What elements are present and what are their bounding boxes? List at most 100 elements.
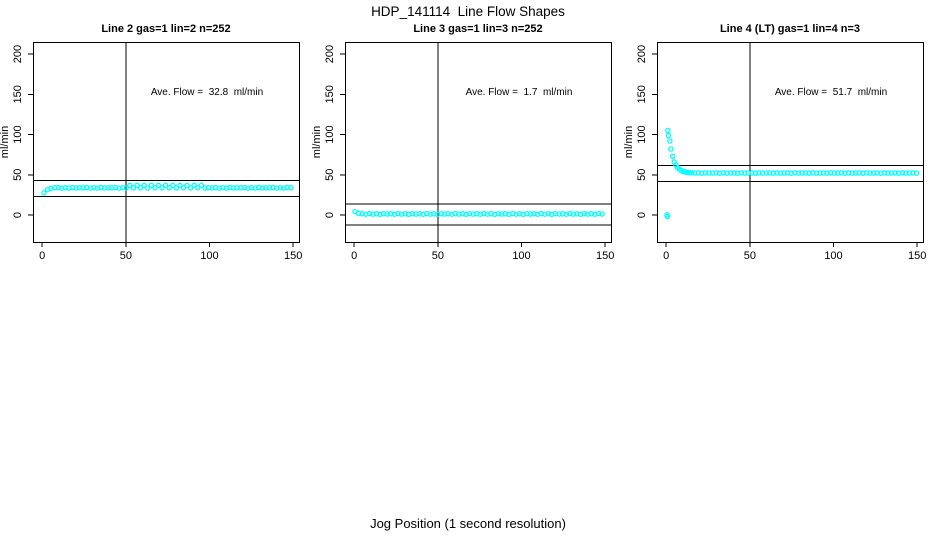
data-point <box>162 182 169 189</box>
plot-box <box>345 42 612 243</box>
data-point <box>180 185 187 191</box>
data-point <box>867 170 873 176</box>
y-axis-label: ml/min <box>311 126 323 158</box>
data-point <box>599 211 605 217</box>
data-point <box>152 185 158 191</box>
y-tick-label: 200 <box>324 45 336 63</box>
data-point <box>62 184 69 191</box>
x-tick-label: 150 <box>284 250 302 262</box>
data-point <box>141 182 147 189</box>
data-point <box>688 169 695 176</box>
data-point <box>198 182 205 189</box>
x-tick-label: 0 <box>351 250 357 262</box>
data-point <box>173 185 180 191</box>
data-point <box>166 185 172 191</box>
data-point <box>724 170 730 176</box>
x-tick-label: 100 <box>200 250 218 262</box>
data-point <box>116 185 122 191</box>
data-point <box>41 190 47 196</box>
y-tick-label: 150 <box>12 85 24 103</box>
data-point <box>159 185 165 191</box>
data-point <box>664 213 671 220</box>
data-point <box>191 182 197 189</box>
data-point <box>130 185 137 191</box>
data-point <box>259 185 266 191</box>
data-point <box>795 170 802 176</box>
y-tick-label: 50 <box>324 169 336 181</box>
panel-1-ave-flow-annotation: Ave. Flow = 32.8 ml/min <box>150 87 264 98</box>
data-point <box>288 185 294 191</box>
y-tick-label: 200 <box>636 45 648 63</box>
panel-3-title: Line 4 (LT) gas=1 lin=4 n=3 <box>719 23 861 35</box>
data-point <box>665 127 671 134</box>
panel-2-ave-flow-annotation: Ave. Flow = 1.7 ml/min <box>465 87 573 98</box>
y-axis-label: ml/min <box>0 126 11 158</box>
x-axis-label: Jog Position (1 second resolution) <box>370 516 566 531</box>
data-point <box>184 182 190 189</box>
y-axis-label: ml/min <box>623 126 635 158</box>
data-point <box>177 182 183 189</box>
y-tick-label: 100 <box>636 125 648 143</box>
data-point <box>195 185 201 191</box>
data-point <box>123 185 129 191</box>
y-tick-label: 0 <box>324 212 336 218</box>
x-tick-label: 50 <box>432 250 444 262</box>
data-point <box>813 170 820 176</box>
data-point <box>148 182 155 189</box>
x-tick-label: 0 <box>663 250 669 262</box>
data-point <box>155 182 162 189</box>
data-point <box>127 182 133 189</box>
data-point <box>903 170 909 176</box>
panel-1-title: Line 2 gas=1 lin=2 n=252 <box>101 23 231 35</box>
x-tick-label: 150 <box>908 250 926 262</box>
x-tick-label: 100 <box>824 250 842 262</box>
data-point <box>831 170 838 176</box>
plot-box <box>657 42 924 243</box>
figure-title: HDP_141114 Line Flow Shapes <box>371 4 565 19</box>
data-point <box>849 170 855 176</box>
data-point <box>456 211 462 217</box>
y-tick-label: 0 <box>636 212 648 218</box>
plot-box <box>33 42 300 243</box>
y-tick-label: 100 <box>12 125 24 143</box>
data-point <box>277 184 283 191</box>
data-point <box>759 170 766 176</box>
y-tick-label: 50 <box>12 169 24 181</box>
data-point <box>205 184 212 191</box>
data-point <box>134 182 140 189</box>
data-point <box>668 146 674 152</box>
x-tick-label: 50 <box>744 250 756 262</box>
panel-2-title: Line 3 gas=1 lin=3 n=252 <box>413 23 543 35</box>
data-point <box>170 182 176 189</box>
data-point <box>706 170 712 176</box>
y-tick-label: 150 <box>324 85 336 103</box>
data-point <box>527 211 534 217</box>
data-point <box>777 170 784 176</box>
data-point <box>187 185 194 191</box>
y-tick-label: 50 <box>636 169 648 181</box>
x-tick-label: 0 <box>39 250 45 262</box>
data-point <box>667 138 673 144</box>
data-point <box>474 211 480 217</box>
data-point <box>686 169 693 176</box>
y-tick-label: 150 <box>636 85 648 103</box>
data-point <box>669 153 676 160</box>
data-point <box>742 170 748 176</box>
data-point <box>80 185 87 191</box>
y-tick-label: 100 <box>324 125 336 143</box>
y-tick-label: 200 <box>12 45 24 63</box>
data-point <box>913 170 920 176</box>
data-point <box>144 185 151 191</box>
data-point <box>438 210 444 217</box>
data-point <box>665 132 672 139</box>
x-tick-label: 50 <box>120 250 132 262</box>
data-point <box>98 184 104 191</box>
x-tick-label: 150 <box>596 250 614 262</box>
data-point <box>581 210 587 217</box>
data-point <box>885 170 891 176</box>
data-point <box>384 211 391 217</box>
data-point <box>137 185 144 191</box>
x-tick-label: 100 <box>512 250 530 262</box>
